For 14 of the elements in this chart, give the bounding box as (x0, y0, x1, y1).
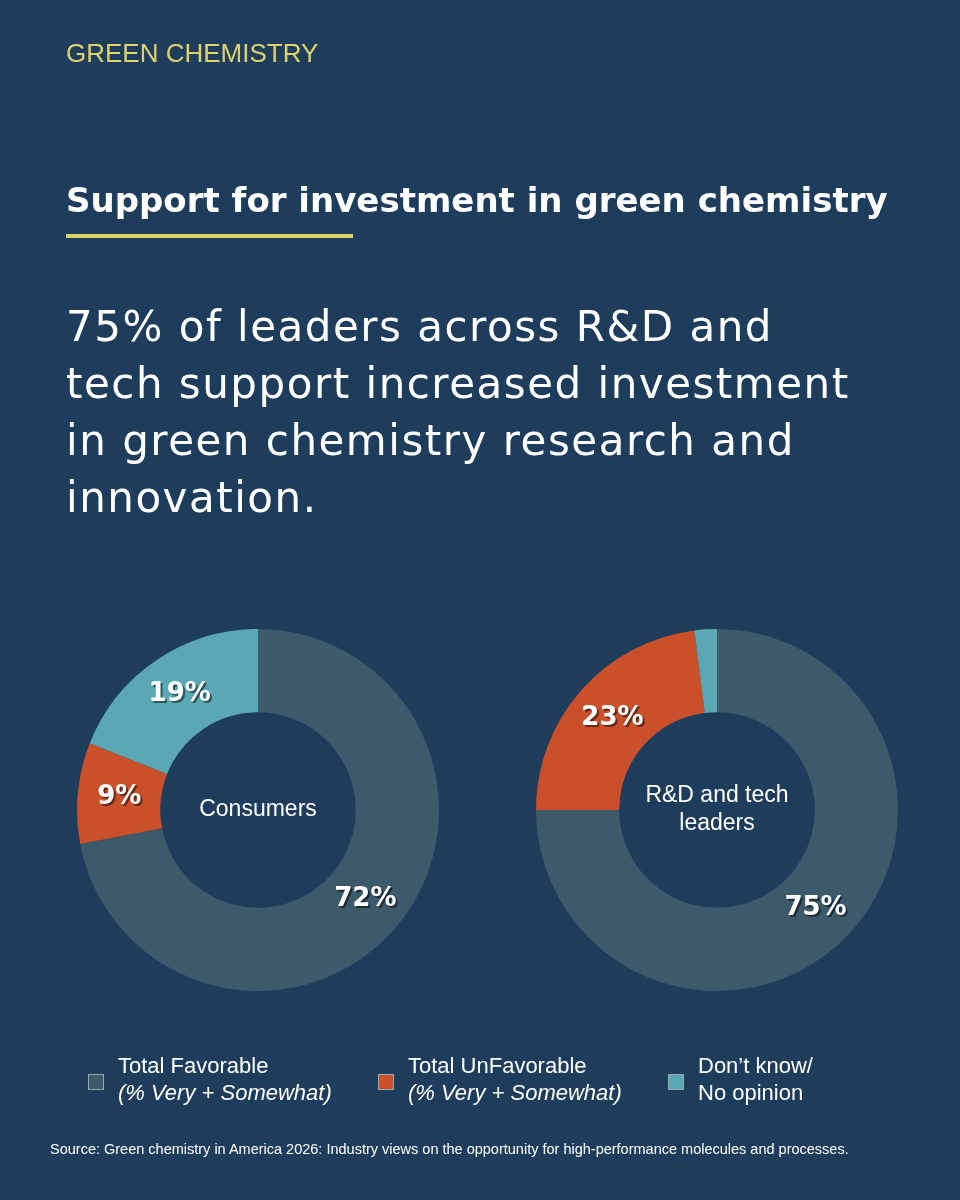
data-label: 75% (786, 893, 849, 924)
data-label: 9% (99, 781, 144, 812)
slice-label: Consumers (199, 795, 317, 822)
legend-label: Don’t know/ No opinion (698, 1052, 813, 1106)
chart-subtitle: 75% of leaders across R&D and tech support increased investment in green chemistry research and innovation. (66, 301, 851, 524)
text: GREEN CHEMISTRY (66, 38, 319, 69)
chart-title: Support for investment in green chemistry (66, 180, 888, 220)
data-label: 72% (336, 883, 399, 914)
legend-label: Total Favorable (% Very + Somewhat) (118, 1052, 332, 1106)
data-label: 23% (581, 700, 644, 731)
data-label: 19% (148, 677, 211, 708)
source-note: Source: Green chemistry in America 2026: Industry views on the opportunity for high-performance molecules and processes. (50, 1140, 850, 1159)
legend-label: Total UnFavorable (% Very + Somewhat) (408, 1052, 622, 1106)
slice-label: R&D and tech leaders (645, 781, 789, 836)
